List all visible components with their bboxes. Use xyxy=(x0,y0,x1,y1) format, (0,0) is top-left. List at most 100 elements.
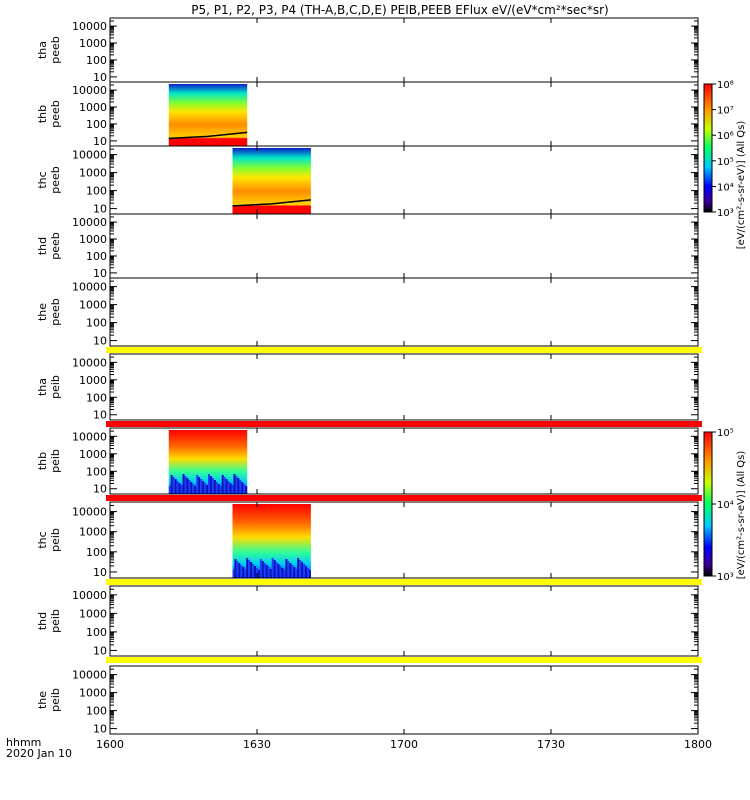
colorbar-tick-label: 10⁸ xyxy=(717,80,734,91)
spectrogram-cell xyxy=(308,570,311,578)
spectrogram-cell xyxy=(303,564,306,578)
y-tick-label: 1000 xyxy=(79,299,107,312)
spectrogram-cell xyxy=(242,567,245,578)
spectrogram-cell xyxy=(192,484,195,494)
spectrogram-cell xyxy=(221,475,224,494)
x-axis: 1600 1630 1700 1730 1800 xyxy=(96,738,712,751)
spectrogram-cell xyxy=(204,483,207,494)
spectrogram-cell xyxy=(174,479,177,494)
spectrogram-cell xyxy=(217,484,220,494)
spectrogram-cell xyxy=(225,479,228,494)
colorbar-label: [eV/(cm²-s-sr-eV)] (All Qs) xyxy=(736,121,747,250)
panel-product-label: peib xyxy=(49,375,62,399)
spectrogram-cell xyxy=(239,480,242,494)
colorbars: 10³ 10⁴ 10⁵ 10⁶ 10⁷ 10⁸ [eV/(cm²-s-sr-eV)] (Al… xyxy=(703,80,747,583)
y-tick-label: 1000 xyxy=(79,526,107,539)
y-tick-label: 100 xyxy=(86,317,107,330)
y-tick-label: 100 xyxy=(86,54,107,67)
colorbar-tick-label: 10³ xyxy=(717,572,734,583)
date-label: 2020 Jan 10 xyxy=(6,747,72,760)
spectrogram-cell xyxy=(248,560,251,578)
spectrogram-cell xyxy=(275,562,278,578)
panel-thc-peib: 10 100 1000 10000 thc peib xyxy=(36,501,702,585)
spectrogram-cell xyxy=(250,562,253,578)
spectrogram-cell xyxy=(267,567,270,578)
y-tick-label: 10000 xyxy=(72,281,107,294)
spectrogram-cell xyxy=(277,564,280,578)
spectrogram-cell xyxy=(269,569,272,578)
spectrogram-cell xyxy=(283,570,286,578)
spectrogram-cell xyxy=(234,559,237,578)
spectrogram-cell xyxy=(215,482,218,494)
colorbar-tick-label: 10⁴ xyxy=(717,182,734,193)
spectrogram-cell xyxy=(190,482,193,494)
spectrogram-cell xyxy=(170,475,173,494)
y-tick-label: 1000 xyxy=(79,167,107,180)
panel-the-peeb: 10 100 1000 10000 the peeb xyxy=(36,277,702,353)
spectrogram-cell xyxy=(259,559,262,578)
panel-product-label: peib xyxy=(49,688,62,712)
spectrogram-cell xyxy=(279,566,282,578)
spectrogram-cell xyxy=(293,567,296,578)
spectrogram-cell xyxy=(237,478,240,494)
colorbar-tick-label: 10⁴ xyxy=(717,500,734,511)
y-tick-label: 10000 xyxy=(72,149,107,162)
flag-bar xyxy=(106,495,702,501)
panel-frame xyxy=(109,665,699,735)
y-tick-label: 100 xyxy=(86,185,107,198)
y-tick-label: 100 xyxy=(86,250,107,263)
spectrogram-cell xyxy=(295,569,298,578)
spectrogram-cell xyxy=(223,477,226,494)
panel-product-label: peib xyxy=(49,528,62,552)
spacecraft-potential-line xyxy=(232,199,311,207)
spectrogram-cell xyxy=(209,476,212,494)
panel-probe-label: thd xyxy=(36,237,49,255)
x-tick-label: 1800 xyxy=(684,738,712,751)
y-tick-label: 1000 xyxy=(79,101,107,114)
spectrogram-cell xyxy=(236,561,239,578)
spectrogram-cell xyxy=(233,474,236,494)
spectrogram-cell xyxy=(281,568,284,578)
spectrogram-cell xyxy=(241,482,244,494)
spectrogram-cell xyxy=(178,483,181,494)
panel-probe-label: thb xyxy=(36,105,49,123)
panel-product-label: peeb xyxy=(49,298,62,326)
colorbar-scale xyxy=(703,83,713,213)
spectrogram-cell xyxy=(297,558,300,578)
panel-probe-label: tha xyxy=(36,378,49,396)
spectrogram-cell xyxy=(202,481,205,494)
panel-probe-label: tha xyxy=(36,41,49,59)
colorbar-peeb: 10³ 10⁴ 10⁵ 10⁶ 10⁷ 10⁸ [eV/(cm²-s-sr-eV)] (Al… xyxy=(703,80,747,250)
panel-frame xyxy=(109,17,699,83)
colorbar-tick-label: 10⁶ xyxy=(717,131,734,142)
y-tick-label: 10 xyxy=(93,566,107,579)
spectrogram-cell xyxy=(273,560,276,578)
spectrogram-cell xyxy=(244,569,247,578)
y-tick-label: 10000 xyxy=(72,506,107,519)
y-tick-label: 10000 xyxy=(72,430,107,443)
panel-thb-peeb: 10 100 1000 10000 thb peeb xyxy=(36,81,699,148)
spectrogram-cell xyxy=(291,565,294,578)
flag-bar xyxy=(106,579,702,585)
y-tick-label: 10 xyxy=(93,267,107,280)
spectrogram-cell xyxy=(184,476,187,494)
x-tick-label: 1730 xyxy=(537,738,565,751)
y-tick-label: 10 xyxy=(93,483,107,496)
flag-bar xyxy=(106,421,702,427)
x-tick-label: 1700 xyxy=(390,738,418,751)
colorbar-tick-label: 10³ xyxy=(717,208,734,219)
y-tick-label: 10 xyxy=(93,335,107,348)
spectrogram-cell xyxy=(227,481,230,494)
spectrogram-cell xyxy=(229,483,232,494)
spectrogram-cell xyxy=(271,558,274,578)
spectrogram-cell xyxy=(196,475,199,494)
flag-bar xyxy=(106,347,702,353)
spectrogram-cell xyxy=(238,563,241,578)
panel-frame xyxy=(109,585,699,657)
panel-tha-peeb: 10 100 1000 10000 tha peeb xyxy=(36,17,699,84)
panel-probe-label: the xyxy=(36,303,49,321)
spectrogram-cell xyxy=(194,486,197,494)
y-tick-label: 100 xyxy=(86,546,107,559)
